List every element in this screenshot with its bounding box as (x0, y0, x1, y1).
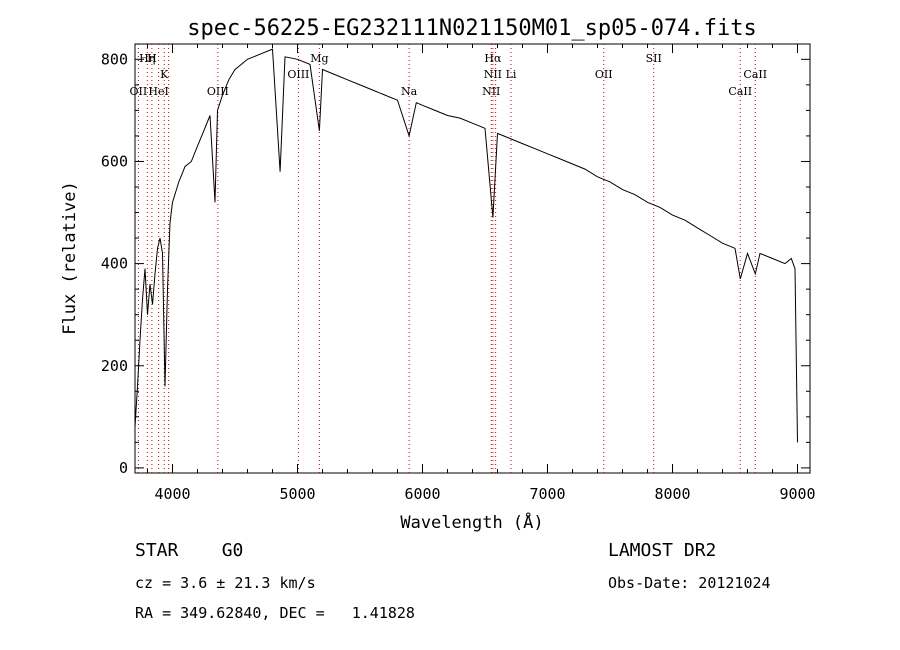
y-tick-label: 800 (101, 50, 128, 68)
y-axis-label: Flux (relative) (60, 181, 80, 335)
line-marker-label: H (147, 52, 157, 65)
line-marker-label: OII (130, 85, 148, 98)
x-tick-label: 9000 (779, 485, 815, 503)
x-tick-label: 5000 (279, 485, 315, 503)
line-marker-label: NII (484, 68, 502, 81)
object-class: STAR G0 (135, 540, 244, 561)
line-marker-label: OII (595, 68, 613, 81)
line-marker-label: HeI (148, 85, 168, 98)
chart-title: spec-56225-EG232111N021150M01_sp05-074.f… (187, 16, 757, 41)
x-axis-label: Wavelength (Å) (400, 511, 543, 533)
line-marker-label: K (160, 68, 169, 81)
survey-name: LAMOST DR2 (608, 540, 717, 561)
line-marker-label: NII (482, 85, 500, 98)
obs-date: Obs-Date: 20121024 (608, 574, 771, 592)
line-marker-label: Na (401, 85, 418, 98)
line-marker-label: CaII (728, 85, 752, 98)
spectrum-line (134, 48, 798, 443)
x-tick-label: 8000 (654, 485, 690, 503)
coordinates: RA = 349.62840, DEC = 1.41828 (135, 604, 415, 622)
y-tick-label: 600 (101, 152, 128, 170)
axis-ticks: 4000 5000 6000 7000 8000 9000 0 200 400 600 800 (101, 44, 816, 503)
line-marker-label: Hα (484, 52, 502, 65)
y-tick-label: 200 (101, 357, 128, 375)
x-tick-label: 4000 (154, 485, 190, 503)
plot-frame (134, 43, 811, 474)
line-marker-label: Li (506, 68, 517, 81)
y-tick-label: 400 (101, 255, 128, 273)
spectrum-series (134, 48, 798, 443)
y-tick-label: 0 (119, 459, 128, 477)
line-marker-label: Hη (139, 52, 155, 65)
redshift-readout: cz = 3.6 ± 21.3 km/s (135, 574, 316, 592)
line-marker-label: OIII (287, 68, 309, 81)
line-marker-label: Mg (310, 52, 328, 65)
line-marker-label: SII (646, 52, 662, 65)
x-tick-label: 6000 (404, 485, 440, 503)
x-tick-label: 7000 (529, 485, 565, 503)
line-marker-label: CaII (743, 68, 767, 81)
line-marker-label: OIII (207, 85, 229, 98)
